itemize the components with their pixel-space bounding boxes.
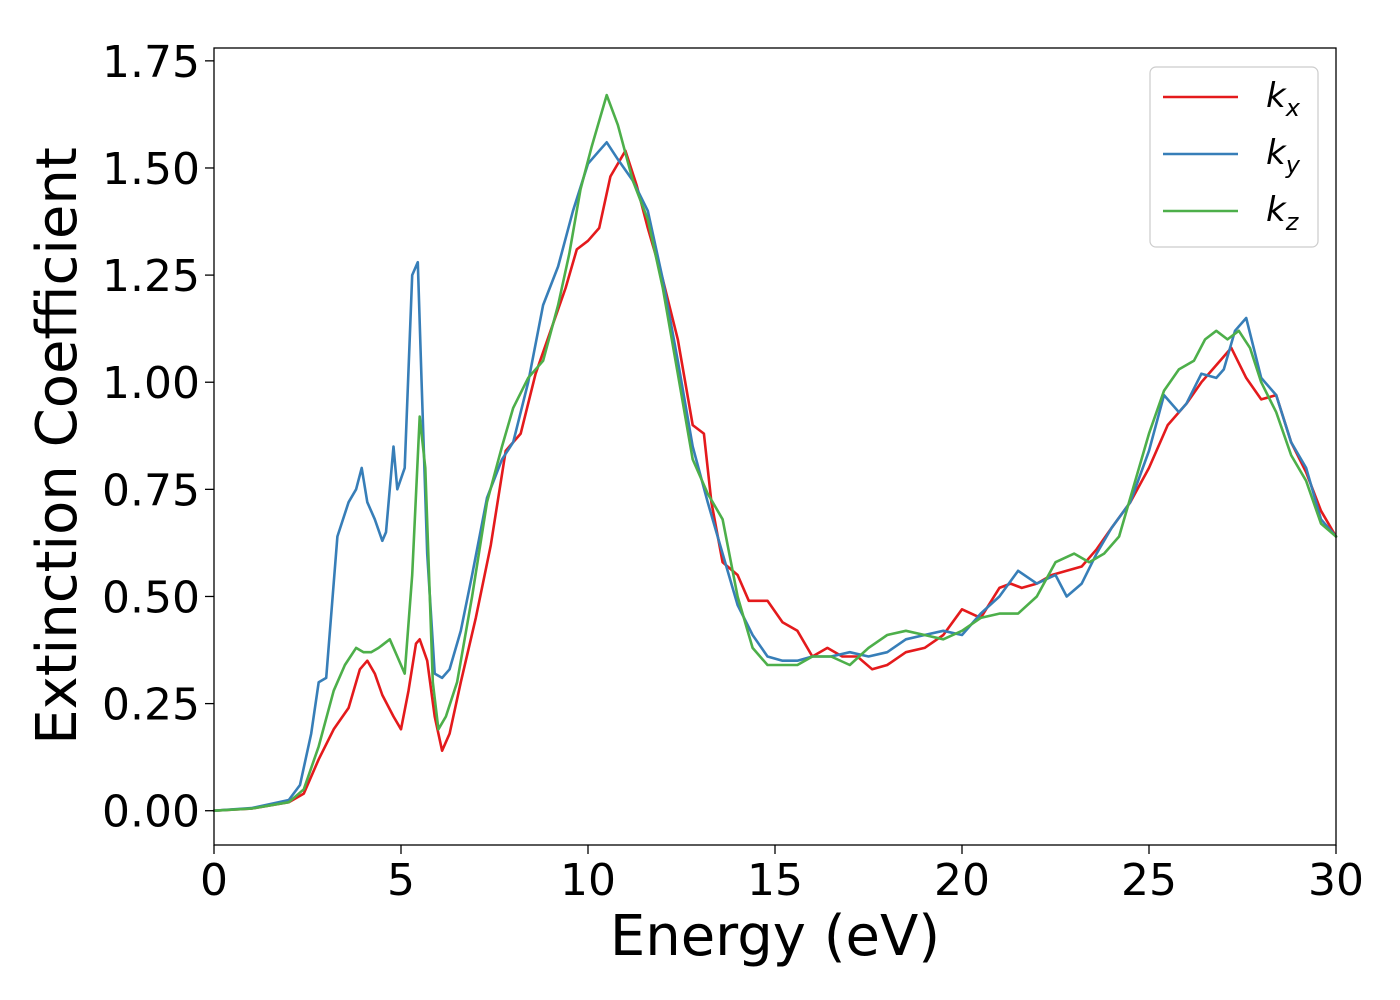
y-tick-label: 1.25 xyxy=(102,251,200,302)
series-layer xyxy=(212,93,1338,813)
y-axis-title: Extinction Coefficient xyxy=(25,147,90,745)
legend-box xyxy=(1149,66,1319,248)
y-tick-label: 1.50 xyxy=(102,144,200,195)
legend-label-k-y: ky xyxy=(1266,133,1301,179)
x-tick-label: 10 xyxy=(560,855,616,906)
x-axis-title: Energy (eV) xyxy=(610,904,940,969)
x-tick-label: 15 xyxy=(747,855,803,906)
y-tick-label: 1.75 xyxy=(102,37,200,88)
y-tick-label: 1.00 xyxy=(102,358,200,409)
x-tick-label: 5 xyxy=(387,855,415,906)
y-tick-label: 0.25 xyxy=(102,680,200,731)
x-tick-label: 30 xyxy=(1308,855,1364,906)
y-tick-label: 0.50 xyxy=(102,572,200,623)
x-tick-label: 25 xyxy=(1121,855,1177,906)
x-tick-label: 0 xyxy=(200,855,228,906)
y-axis: 0.00 0.25 0.50 0.75 1.00 1.25 1.50 1.75 xyxy=(102,37,214,838)
x-tick-label: 20 xyxy=(934,855,990,906)
x-axis: 0 5 10 15 20 25 30 xyxy=(200,845,1364,906)
y-tick-label: 0.00 xyxy=(102,787,200,838)
series-line-k-y xyxy=(212,141,1338,813)
series-line-k-z xyxy=(212,93,1338,813)
y-tick-label: 0.75 xyxy=(102,465,200,516)
